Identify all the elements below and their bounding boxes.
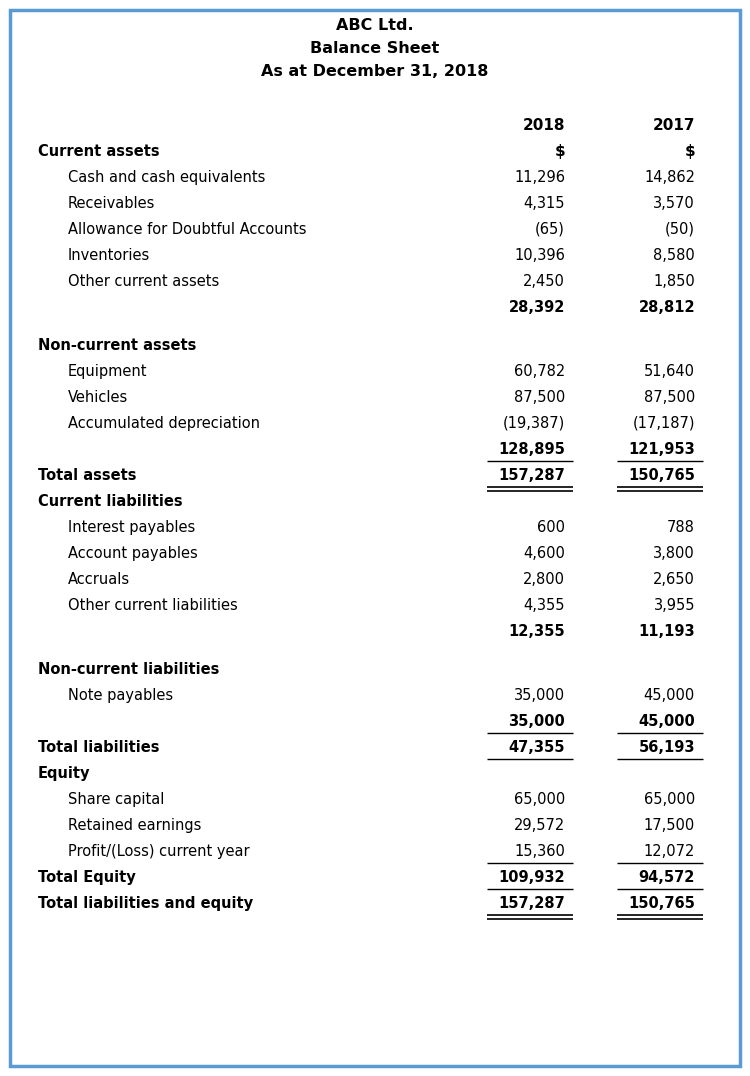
- Text: $: $: [554, 144, 565, 159]
- Text: 47,355: 47,355: [509, 740, 565, 755]
- Text: 12,072: 12,072: [644, 844, 695, 859]
- Text: 4,600: 4,600: [524, 546, 565, 561]
- Text: (19,387): (19,387): [503, 416, 565, 431]
- Text: 51,640: 51,640: [644, 364, 695, 379]
- Text: 87,500: 87,500: [644, 390, 695, 405]
- Text: Non-current assets: Non-current assets: [38, 338, 197, 353]
- Text: 128,895: 128,895: [498, 442, 565, 457]
- Text: Interest payables: Interest payables: [68, 520, 195, 535]
- Text: (50): (50): [665, 222, 695, 237]
- Text: 65,000: 65,000: [514, 792, 565, 807]
- Text: Note payables: Note payables: [68, 688, 173, 703]
- Text: Vehicles: Vehicles: [68, 390, 128, 405]
- Text: Retained earnings: Retained earnings: [68, 818, 201, 833]
- Text: 12,355: 12,355: [509, 624, 565, 639]
- Text: 28,392: 28,392: [509, 300, 565, 315]
- Text: Allowance for Doubtful Accounts: Allowance for Doubtful Accounts: [68, 222, 307, 237]
- Text: 157,287: 157,287: [498, 896, 565, 911]
- Text: 150,765: 150,765: [628, 896, 695, 911]
- Text: 121,953: 121,953: [628, 442, 695, 457]
- Text: 17,500: 17,500: [644, 818, 695, 833]
- Text: 4,355: 4,355: [524, 598, 565, 613]
- Text: 1,850: 1,850: [653, 274, 695, 289]
- Text: Total Equity: Total Equity: [38, 870, 136, 884]
- Text: 8,580: 8,580: [653, 247, 695, 263]
- Text: 11,193: 11,193: [638, 624, 695, 639]
- Text: 29,572: 29,572: [514, 818, 565, 833]
- Text: 2,800: 2,800: [523, 572, 565, 587]
- Text: 3,955: 3,955: [653, 598, 695, 613]
- Text: 3,570: 3,570: [653, 196, 695, 211]
- Text: 35,000: 35,000: [514, 688, 565, 703]
- Text: ABC Ltd.: ABC Ltd.: [336, 18, 414, 33]
- Text: 3,800: 3,800: [653, 546, 695, 561]
- Text: 2018: 2018: [523, 118, 565, 133]
- Text: 2017: 2017: [652, 118, 695, 133]
- Text: 87,500: 87,500: [514, 390, 565, 405]
- Text: Receivables: Receivables: [68, 196, 155, 211]
- Text: Current assets: Current assets: [38, 144, 160, 159]
- Text: 65,000: 65,000: [644, 792, 695, 807]
- Text: $: $: [684, 144, 695, 159]
- Text: 109,932: 109,932: [498, 870, 565, 884]
- Text: 157,287: 157,287: [498, 468, 565, 483]
- Text: 10,396: 10,396: [514, 247, 565, 263]
- Text: Account payables: Account payables: [68, 546, 198, 561]
- Text: Profit/(Loss) current year: Profit/(Loss) current year: [68, 844, 250, 859]
- Text: Cash and cash equivalents: Cash and cash equivalents: [68, 170, 266, 185]
- Text: 11,296: 11,296: [514, 170, 565, 185]
- Text: 2,450: 2,450: [524, 274, 565, 289]
- Text: 150,765: 150,765: [628, 468, 695, 483]
- Text: 2,650: 2,650: [653, 572, 695, 587]
- Text: Other current assets: Other current assets: [68, 274, 219, 289]
- Text: Accumulated depreciation: Accumulated depreciation: [68, 416, 260, 431]
- Text: 28,812: 28,812: [638, 300, 695, 315]
- Text: 45,000: 45,000: [644, 688, 695, 703]
- Text: 94,572: 94,572: [638, 870, 695, 884]
- Text: (17,187): (17,187): [632, 416, 695, 431]
- Text: 4,315: 4,315: [524, 196, 565, 211]
- Text: 14,862: 14,862: [644, 170, 695, 185]
- Text: 56,193: 56,193: [638, 740, 695, 755]
- Text: Inventories: Inventories: [68, 247, 150, 263]
- Text: Share capital: Share capital: [68, 792, 164, 807]
- Text: Total assets: Total assets: [38, 468, 136, 483]
- Text: Current liabilities: Current liabilities: [38, 494, 183, 509]
- Text: 788: 788: [668, 520, 695, 535]
- Text: 35,000: 35,000: [509, 714, 565, 730]
- Text: 15,360: 15,360: [514, 844, 565, 859]
- Text: Equity: Equity: [38, 766, 91, 781]
- Text: Accruals: Accruals: [68, 572, 130, 587]
- Text: Total liabilities and equity: Total liabilities and equity: [38, 896, 253, 911]
- Text: 45,000: 45,000: [638, 714, 695, 730]
- Text: (65): (65): [536, 222, 565, 237]
- Text: Non-current liabilities: Non-current liabilities: [38, 662, 219, 677]
- Text: As at December 31, 2018: As at December 31, 2018: [261, 63, 489, 79]
- Text: Equipment: Equipment: [68, 364, 148, 379]
- Text: Total liabilities: Total liabilities: [38, 740, 160, 755]
- Text: 60,782: 60,782: [514, 364, 565, 379]
- Text: Other current liabilities: Other current liabilities: [68, 598, 238, 613]
- Text: Balance Sheet: Balance Sheet: [310, 41, 440, 56]
- Text: 600: 600: [537, 520, 565, 535]
